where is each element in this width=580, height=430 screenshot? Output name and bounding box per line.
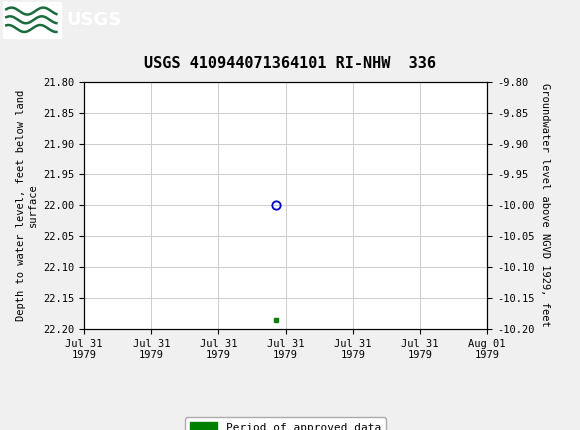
Y-axis label: Groundwater level above NGVD 1929, feet: Groundwater level above NGVD 1929, feet bbox=[540, 83, 550, 327]
Bar bbox=[3, 2, 61, 37]
Text: USGS 410944071364101 RI-NHW  336: USGS 410944071364101 RI-NHW 336 bbox=[144, 56, 436, 71]
Text: USGS: USGS bbox=[67, 11, 122, 29]
Y-axis label: Depth to water level, feet below land
surface: Depth to water level, feet below land su… bbox=[16, 90, 38, 321]
Legend: Period of approved data: Period of approved data bbox=[185, 418, 386, 430]
